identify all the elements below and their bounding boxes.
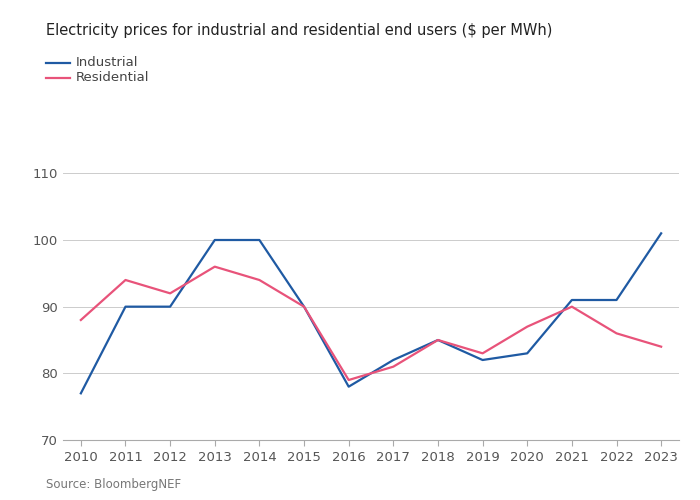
Text: Source: BloombergNEF: Source: BloombergNEF	[46, 478, 181, 491]
Text: Industrial: Industrial	[76, 56, 138, 69]
Text: Electricity prices for industrial and residential end users ($ per MWh): Electricity prices for industrial and re…	[46, 22, 552, 38]
Text: Residential: Residential	[76, 71, 149, 84]
